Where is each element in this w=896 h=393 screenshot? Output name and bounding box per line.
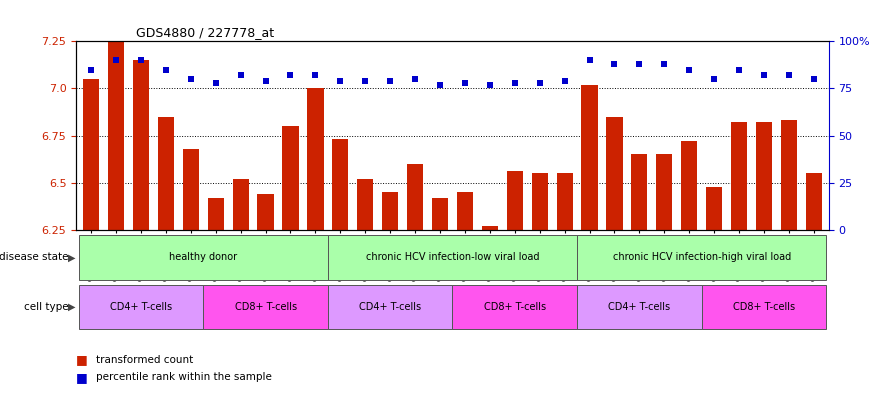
Bar: [780, 121, 797, 230]
Bar: [432, 198, 448, 230]
Bar: [158, 117, 174, 230]
Point: [358, 78, 373, 84]
Point: [333, 78, 348, 84]
Point: [582, 57, 597, 63]
Point: [483, 81, 497, 88]
Bar: [681, 141, 697, 230]
Point: [258, 78, 272, 84]
Point: [159, 66, 173, 73]
Bar: [257, 194, 273, 230]
Point: [732, 66, 746, 73]
Text: CD4+ T-cells: CD4+ T-cells: [359, 302, 421, 312]
Point: [209, 80, 223, 86]
Text: CD8+ T-cells: CD8+ T-cells: [235, 302, 297, 312]
Bar: [506, 171, 523, 230]
Text: CD8+ T-cells: CD8+ T-cells: [733, 302, 795, 312]
Text: ▶: ▶: [68, 252, 75, 263]
Point: [84, 66, 99, 73]
Point: [707, 76, 721, 82]
Text: CD4+ T-cells: CD4+ T-cells: [608, 302, 670, 312]
Point: [458, 80, 472, 86]
Bar: [332, 140, 349, 230]
Text: CD8+ T-cells: CD8+ T-cells: [484, 302, 546, 312]
Bar: [577, 285, 702, 329]
Text: disease state: disease state: [0, 252, 72, 263]
Bar: [208, 198, 224, 230]
Bar: [702, 285, 826, 329]
Bar: [83, 79, 99, 230]
Bar: [282, 126, 298, 230]
Point: [682, 66, 696, 73]
Bar: [79, 285, 203, 329]
Text: cell type: cell type: [24, 302, 72, 312]
Bar: [457, 192, 473, 230]
Text: transformed count: transformed count: [96, 354, 194, 365]
Bar: [556, 173, 573, 230]
Bar: [407, 164, 423, 230]
Point: [234, 72, 248, 78]
Bar: [233, 179, 249, 230]
Bar: [203, 285, 328, 329]
Text: ▶: ▶: [68, 302, 75, 312]
Point: [283, 72, 297, 78]
Bar: [806, 173, 822, 230]
Point: [134, 57, 148, 63]
Text: chronic HCV infection-low viral load: chronic HCV infection-low viral load: [366, 252, 539, 263]
Text: ■: ■: [76, 353, 88, 366]
Bar: [328, 235, 577, 280]
Bar: [108, 41, 125, 230]
Text: GDS4880 / 227778_at: GDS4880 / 227778_at: [136, 26, 274, 39]
Bar: [731, 122, 747, 230]
Bar: [577, 235, 826, 280]
Point: [109, 57, 124, 63]
Point: [557, 78, 572, 84]
Point: [781, 72, 796, 78]
Bar: [382, 192, 399, 230]
Bar: [452, 285, 577, 329]
Point: [757, 72, 771, 78]
Bar: [582, 84, 598, 230]
Point: [657, 61, 671, 67]
Text: ■: ■: [76, 371, 88, 384]
Point: [508, 80, 522, 86]
Point: [308, 72, 323, 78]
Bar: [358, 179, 374, 230]
Point: [532, 80, 547, 86]
Bar: [756, 122, 772, 230]
Bar: [607, 117, 623, 230]
Point: [633, 61, 647, 67]
Text: chronic HCV infection-high viral load: chronic HCV infection-high viral load: [613, 252, 791, 263]
Text: CD4+ T-cells: CD4+ T-cells: [110, 302, 172, 312]
Bar: [482, 226, 498, 230]
Bar: [531, 173, 547, 230]
Point: [806, 76, 821, 82]
Bar: [632, 154, 648, 230]
Point: [607, 61, 622, 67]
Bar: [307, 88, 323, 230]
Point: [383, 78, 397, 84]
Bar: [328, 285, 452, 329]
Bar: [183, 149, 199, 230]
Bar: [79, 235, 328, 280]
Point: [184, 76, 198, 82]
Text: percentile rank within the sample: percentile rank within the sample: [96, 372, 271, 382]
Point: [408, 76, 422, 82]
Text: healthy donor: healthy donor: [169, 252, 237, 263]
Bar: [133, 60, 149, 230]
Bar: [706, 187, 722, 230]
Point: [433, 81, 447, 88]
Bar: [656, 154, 672, 230]
